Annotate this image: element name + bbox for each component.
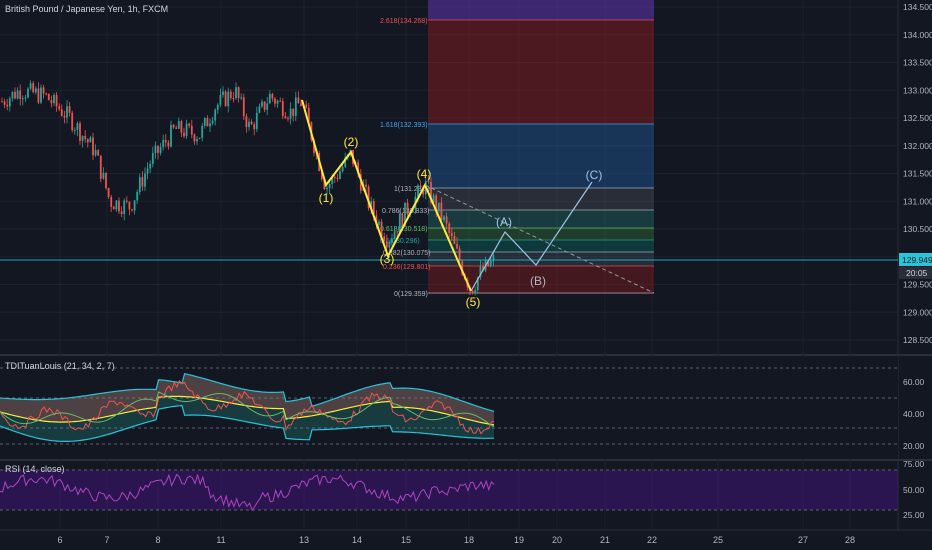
time-tick: 18	[464, 535, 474, 545]
fib-zone-2618	[428, 20, 654, 124]
last-price-value: 129.949	[902, 255, 932, 265]
time-tick: 13	[299, 535, 309, 545]
wave-label-4: (4)	[417, 167, 432, 181]
elliott-wave-path[interactable]	[301, 99, 472, 292]
price-tick: 133.000	[903, 85, 932, 95]
time-tick: 11	[216, 535, 225, 545]
rsi-panel[interactable]: RSI (14, close) 75.00 50.00 25.00	[0, 459, 925, 520]
fib-zone-0618	[428, 228, 654, 240]
price-tick: 130.500	[903, 224, 932, 234]
price-tick: 129.000	[903, 307, 932, 317]
wave-label-1: (1)	[319, 191, 334, 205]
wave-label-a: (A)	[496, 215, 512, 229]
candlestick-series	[1, 80, 495, 296]
price-tick: 131.500	[903, 169, 932, 179]
fib-level-label: 1.618(132.393)	[380, 122, 427, 129]
fib-zone-0786	[428, 210, 654, 228]
time-tick: 22	[647, 535, 657, 545]
tdi-fast-line	[0, 379, 495, 435]
fib-zone-0382	[428, 252, 654, 266]
fib-level-label: 0.618(130.518)	[380, 226, 427, 233]
wave-label-c: (C)	[586, 168, 603, 182]
time-axis[interactable]: 6 7 8 11 13 14 15 18 19 20 21 22 25 27 28	[57, 535, 855, 545]
last-price-badge	[899, 253, 932, 266]
price-tick: 132.500	[903, 113, 932, 123]
fib-zone-top	[428, 0, 654, 20]
time-tick: 14	[352, 535, 362, 545]
price-tick: 134.000	[903, 30, 932, 40]
time-tick: 20	[552, 535, 562, 545]
fib-zone-1	[428, 188, 654, 210]
tdi-tick-60: 60.00	[903, 377, 925, 387]
fib-zone-05	[428, 240, 654, 252]
time-tick: 7	[104, 535, 109, 545]
wave-label-b: (B)	[530, 274, 546, 288]
fib-level-label: 0.382(130.075)	[383, 250, 430, 257]
tdi-panel[interactable]: TDITuanLouis (21, 34, 2, 7) 60.00 40.00 …	[0, 356, 925, 459]
tdi-tick-40: 40.00	[903, 409, 925, 419]
price-tick: 134.500	[903, 2, 932, 12]
tdi-upper-line	[0, 372, 495, 412]
wave-label-2: (2)	[344, 135, 359, 149]
time-tick: 19	[514, 535, 524, 545]
time-tick: 25	[713, 535, 723, 545]
price-tick: 133.500	[903, 58, 932, 68]
symbol-title[interactable]: British Pound / Japanese Yen, 1h, FXCM	[5, 4, 168, 14]
fib-level-label: 0.236(129.801)	[383, 264, 430, 271]
fib-extension-tool[interactable]: 2.618(134.268) 1.618(132.393) 1(131.23...)…	[380, 0, 654, 298]
fib-level-label: 1(131.23...)	[394, 186, 430, 193]
fib-level-label: 0.5(130.296)	[380, 238, 420, 245]
tdi-lower-line	[0, 404, 494, 442]
fib-level-label: 2.618(134.268)	[380, 18, 427, 25]
time-tick: 28	[845, 535, 855, 545]
fib-level-label: 0(129.359)	[394, 291, 428, 298]
tdi-title[interactable]: TDITuanLouis (21, 34, 2, 7)	[5, 361, 115, 371]
time-tick: 6	[57, 535, 62, 545]
tdi-tick-20: 20.00	[903, 441, 925, 451]
price-tick: 128.500	[903, 335, 932, 345]
rsi-tick-50: 50.00	[903, 485, 925, 495]
rsi-line	[0, 473, 495, 512]
rsi-title[interactable]: RSI (14, close)	[5, 464, 65, 474]
tdi-signal-line	[0, 391, 495, 428]
price-axis[interactable]: 134.500 134.000 133.500 133.000 132.500 132.0…	[903, 2, 932, 345]
rsi-tick-75: 75.00	[903, 459, 925, 469]
wave-label-3: (3)	[380, 252, 395, 266]
time-tick: 8	[155, 535, 160, 545]
price-tick: 129.500	[903, 280, 932, 290]
tdi-mid-line	[0, 395, 495, 426]
trend-line[interactable]	[424, 184, 655, 294]
time-tick: 21	[600, 535, 610, 545]
countdown-badge	[899, 267, 932, 279]
tdi-band-upper	[0, 373, 494, 425]
time-tick: 27	[798, 535, 808, 545]
abc-projection-path[interactable]	[470, 181, 593, 292]
wave-label-5: (5)	[466, 295, 481, 309]
countdown-value: 20:05	[906, 268, 928, 278]
time-tick: 15	[401, 535, 411, 545]
fib-zone-1618	[428, 124, 654, 188]
rsi-tick-25: 25.00	[903, 510, 925, 520]
price-tick: 132.000	[903, 141, 932, 151]
price-tick: 131.000	[903, 196, 932, 206]
